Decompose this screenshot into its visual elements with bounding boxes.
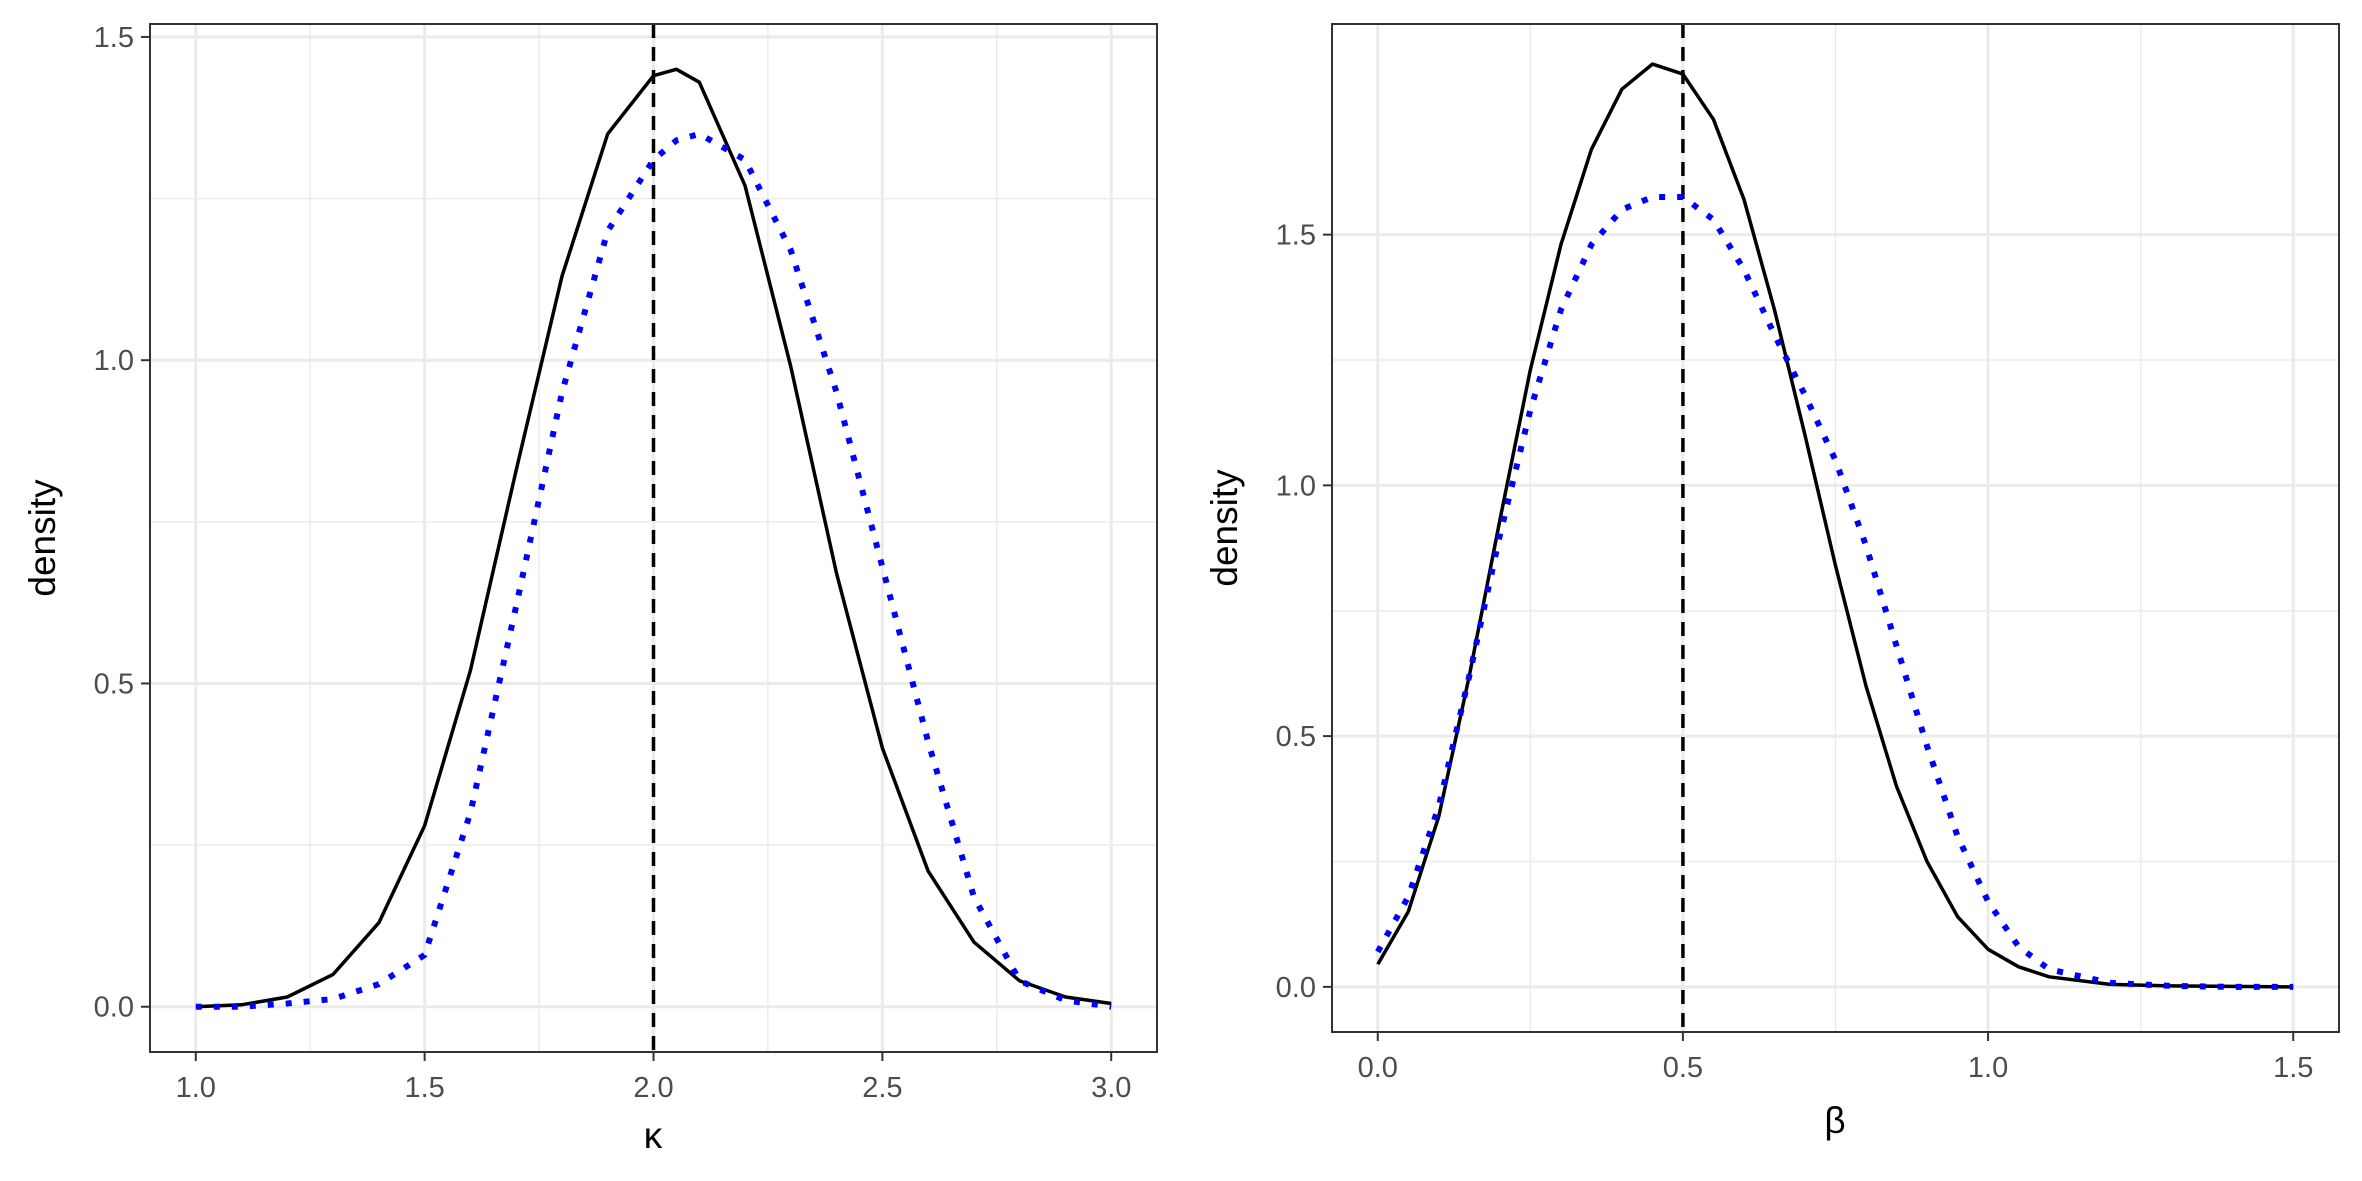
x-tick-label: 1.0 — [176, 1072, 216, 1104]
x-tick-label: 1.5 — [404, 1072, 444, 1104]
series-solid-line — [1376, 62, 2294, 989]
y-tick-label: 0.0 — [1276, 972, 1316, 1004]
x-tick-label: 0.0 — [1358, 1052, 1398, 1084]
panel-left-y-axis-title: density — [22, 479, 63, 597]
panel-right-border — [1331, 23, 2340, 1033]
panel-left-curves — [195, 67, 1112, 1010]
y-tick-label: 0.0 — [94, 992, 134, 1024]
x-tick-label: 2.0 — [633, 1072, 673, 1104]
x-tick-label: 1.0 — [1968, 1052, 2008, 1084]
y-tick-label: 0.5 — [94, 668, 134, 700]
panel-right-y-axis-title: density — [1204, 469, 1245, 587]
y-tick-label: 1.5 — [1276, 220, 1316, 252]
panel-left-x-axis-title: κ — [644, 1115, 663, 1156]
panel-right-ticks: 0.0 0.5 1.0 1.5 0.0 0.5 1.0 1.5 — [1276, 220, 2314, 1084]
y-tick-label: 0.5 — [1276, 721, 1316, 753]
x-tick-label: 0.5 — [1663, 1052, 1703, 1084]
panel-left: 1.0 1.5 2.0 2.5 3.0 0.0 0.5 1.0 1.5 κ density — [22, 22, 1158, 1156]
panel-right-curves — [1375, 62, 2294, 990]
y-tick-label: 1.0 — [94, 345, 134, 377]
x-tick-label: 3.0 — [1091, 1072, 1131, 1104]
panel-right-x-axis-title: β — [1824, 1100, 1845, 1141]
series-solid-line — [195, 67, 1112, 1009]
x-tick-label: 2.5 — [862, 1072, 902, 1104]
panel-left-ticks: 1.0 1.5 2.0 2.5 3.0 0.0 0.5 1.0 1.5 — [94, 22, 1132, 1104]
y-tick-label: 1.5 — [94, 22, 134, 54]
y-tick-label: 1.0 — [1276, 470, 1316, 502]
panel-right: 0.0 0.5 1.0 1.5 0.0 0.5 1.0 1.5 β density — [1204, 23, 2340, 1141]
x-tick-label: 1.5 — [2273, 1052, 2313, 1084]
